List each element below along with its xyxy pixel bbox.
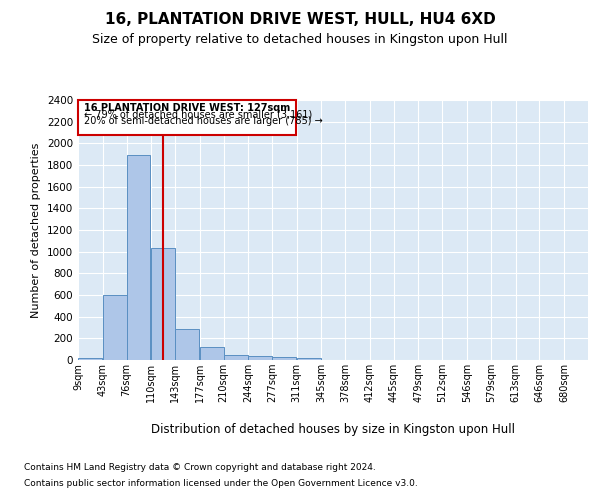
Bar [224, 354, 248, 360]
Bar [200, 347, 224, 360]
FancyBboxPatch shape [78, 100, 296, 135]
Text: 16, PLANTATION DRIVE WEST, HULL, HU4 6XD: 16, PLANTATION DRIVE WEST, HULL, HU4 6XD [104, 12, 496, 28]
Bar [248, 356, 272, 360]
Text: ← 79% of detached houses are smaller (3,161): ← 79% of detached houses are smaller (3,… [84, 110, 312, 120]
Text: Distribution of detached houses by size in Kingston upon Hull: Distribution of detached houses by size … [151, 422, 515, 436]
Bar [151, 248, 175, 360]
Text: 20% of semi-detached houses are larger (785) →: 20% of semi-detached houses are larger (… [84, 116, 323, 126]
Text: Contains HM Land Registry data © Crown copyright and database right 2024.: Contains HM Land Registry data © Crown c… [24, 464, 376, 472]
Text: 16 PLANTATION DRIVE WEST: 127sqm: 16 PLANTATION DRIVE WEST: 127sqm [84, 104, 290, 114]
Bar [78, 358, 102, 360]
Bar [297, 358, 320, 360]
Text: Size of property relative to detached houses in Kingston upon Hull: Size of property relative to detached ho… [92, 32, 508, 46]
Bar [103, 295, 127, 360]
Bar [272, 357, 296, 360]
Y-axis label: Number of detached properties: Number of detached properties [31, 142, 41, 318]
Text: Contains public sector information licensed under the Open Government Licence v3: Contains public sector information licen… [24, 478, 418, 488]
Bar [175, 329, 199, 360]
Bar [127, 155, 151, 360]
